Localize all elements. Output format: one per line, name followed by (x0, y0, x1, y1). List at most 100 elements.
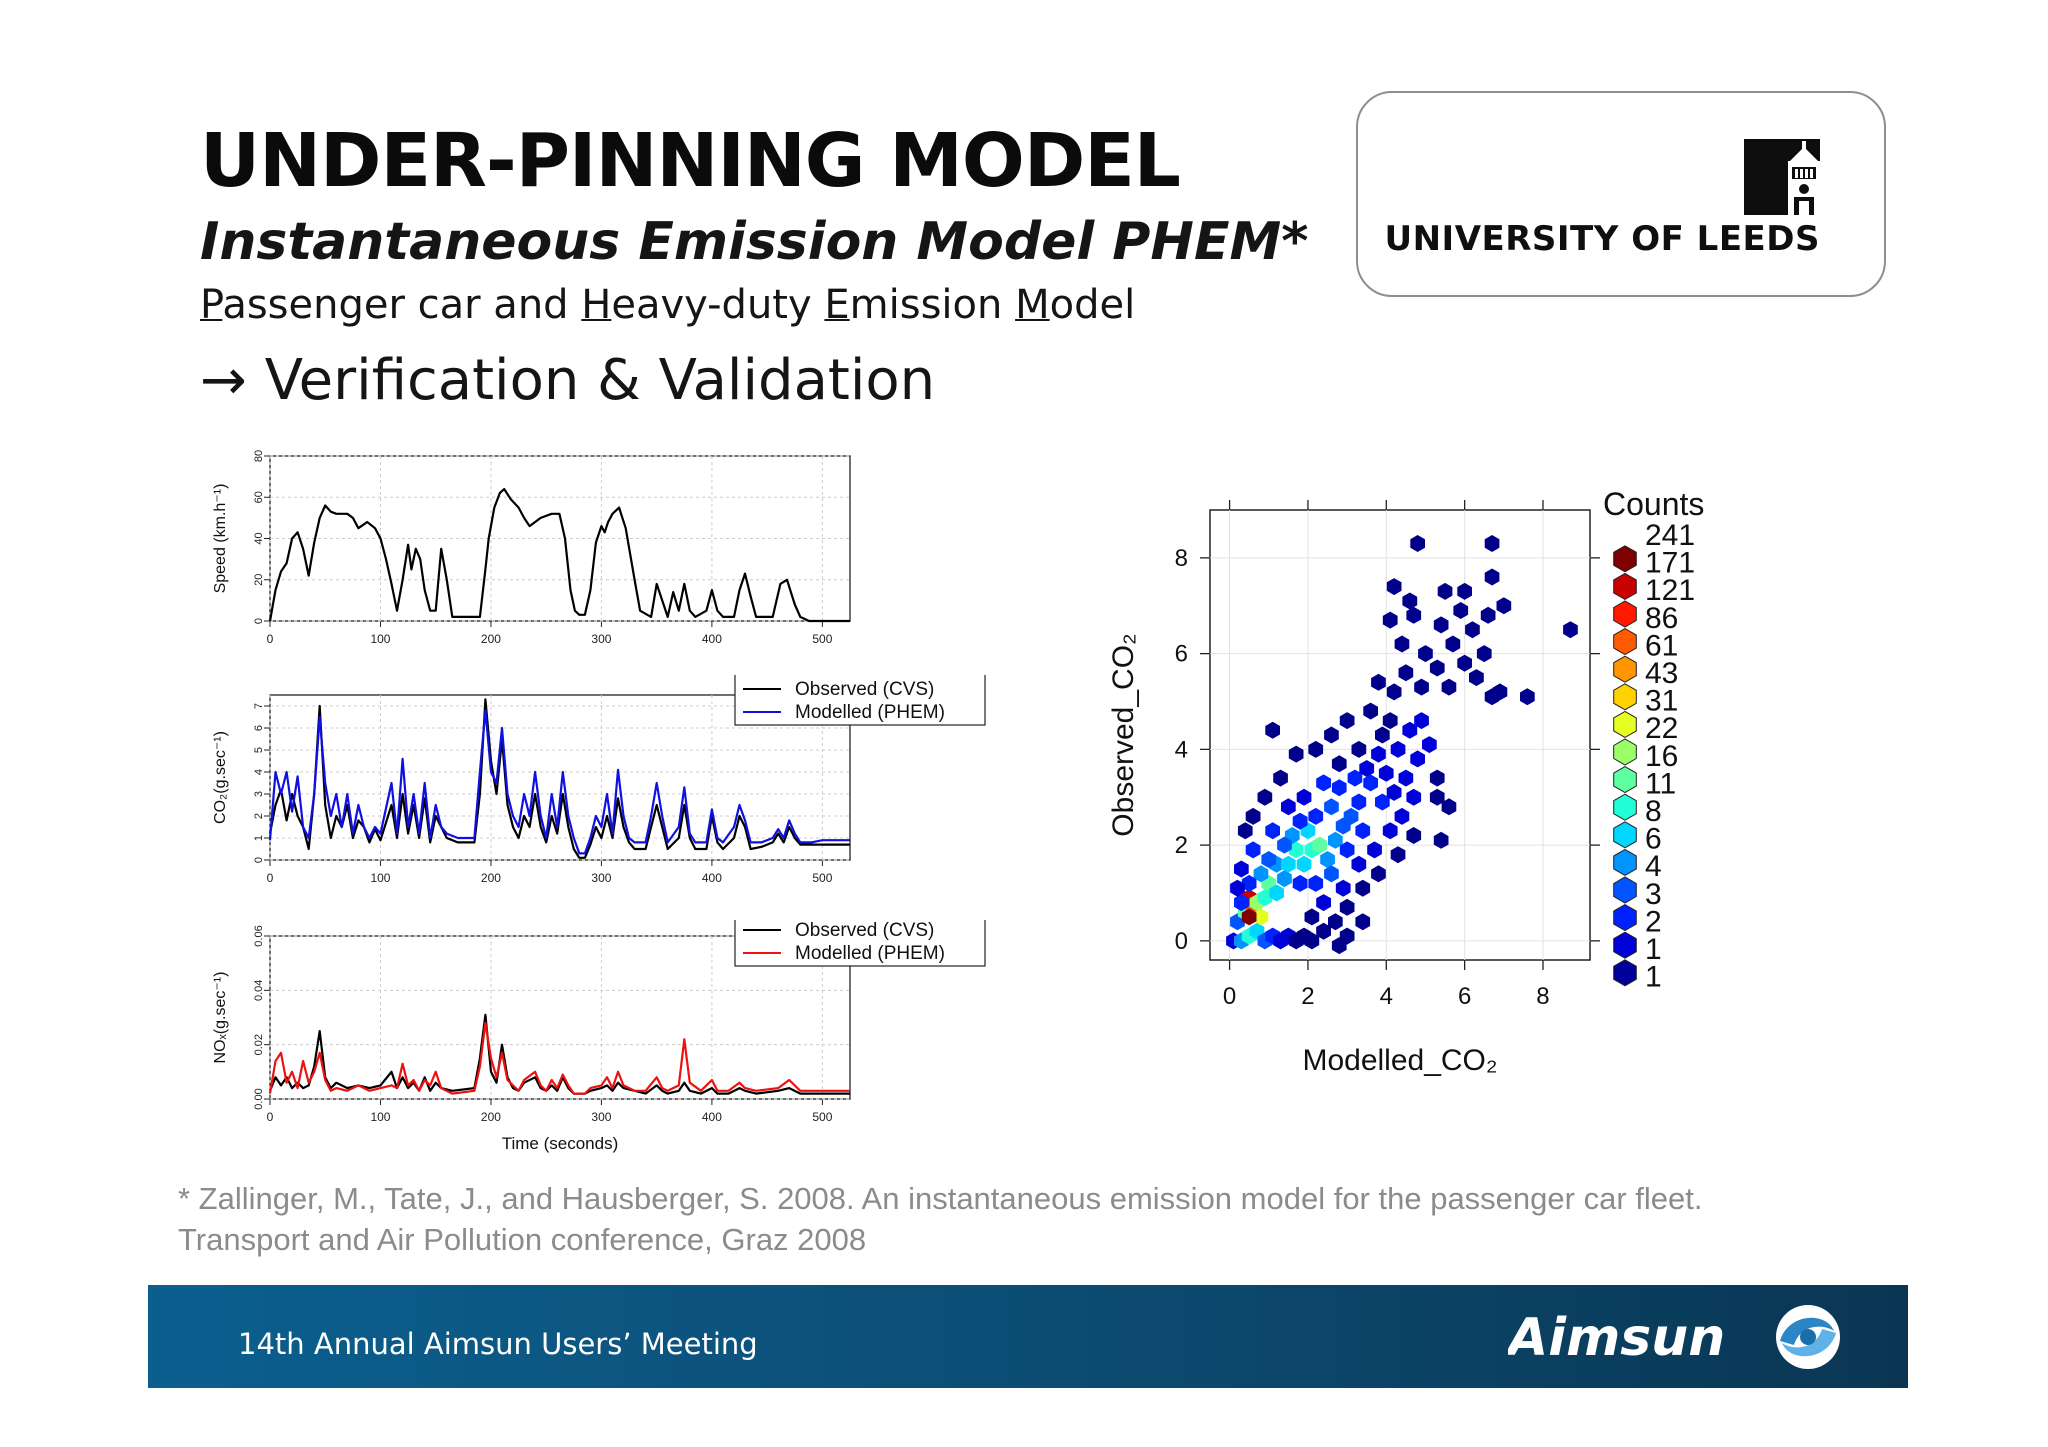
legend-swatch (1613, 821, 1637, 849)
y-tick-label: 8 (1175, 545, 1188, 572)
hexbin-cell (1331, 779, 1347, 797)
hexbin-cell (1437, 582, 1453, 600)
legend-entry: Modelled (PHEM) (795, 702, 945, 723)
hexbin-cell (1375, 793, 1390, 811)
hexbin-cell (1288, 841, 1304, 859)
y-axis-label: CO₂(g.sec⁻¹) (212, 731, 229, 824)
y-tick-label: 0 (253, 618, 265, 624)
hexbin-cell (1398, 664, 1414, 682)
hexbin-cell (1351, 793, 1367, 811)
hexbin-cell (1339, 927, 1355, 945)
legend-swatch (1613, 655, 1637, 683)
legend-entry: Modelled (PHEM) (795, 943, 945, 964)
hexbin-cell (1484, 568, 1500, 586)
hexbin-cell (1253, 865, 1269, 883)
hexbin-cell (1382, 822, 1398, 840)
y-tick-label: 20 (253, 574, 265, 586)
x-tick-label: 100 (370, 632, 390, 646)
legend-swatch (1613, 876, 1637, 904)
legend-label: 8 (1645, 795, 1662, 828)
hexbin-cell (1292, 812, 1308, 830)
y-tick-label: 0 (253, 857, 265, 863)
hexbin-cell (1433, 831, 1449, 849)
x-tick-label: 400 (702, 871, 722, 885)
footer-meeting-text: 14th Annual Aimsun Users’ Meeting (238, 1327, 758, 1361)
hexbin-cell (1257, 788, 1273, 806)
hexbin-cell (1371, 865, 1386, 883)
hexbin-cell (1441, 678, 1457, 696)
y-tick-label: 4 (253, 769, 265, 775)
hexbin-cell (1429, 659, 1445, 677)
legend-swatch (1613, 904, 1637, 932)
hexbin-cell (1292, 874, 1308, 892)
x-tick-label: 200 (481, 871, 501, 885)
co2-chart: 0 100 200 300 400 500 0 1 2 3 4 5 6 7 CO₂(g.sec⁻¹) Obse… (212, 675, 986, 885)
x-tick-label: 300 (591, 632, 611, 646)
y-tick-label: 2 (253, 813, 265, 819)
hexbin-cell (1386, 683, 1402, 701)
hexbin-cell (1269, 884, 1284, 902)
y-tick-label: 1 (253, 835, 265, 841)
x-tick-label: 0 (1223, 983, 1236, 1010)
hexbin-cell (1320, 851, 1335, 868)
hexbin-cell (1339, 898, 1355, 916)
hexbin-cell (1484, 535, 1500, 552)
hexbin-cell (1316, 774, 1331, 792)
y-tick-label: 0.04 (253, 980, 265, 1001)
hexbin-cell (1457, 582, 1472, 600)
hexbin-cell (1414, 678, 1429, 696)
hexbin-cell (1296, 788, 1312, 806)
y-tick-label: 6 (1175, 641, 1188, 668)
x-tick-label: 100 (370, 1110, 390, 1124)
hexbin-cell (1433, 616, 1449, 634)
hexbin-cell (1355, 913, 1371, 931)
hexbin-cell (1281, 855, 1296, 873)
hexbin-cell (1410, 750, 1425, 768)
y-tick-label: 7 (253, 703, 265, 709)
acronym-part: E (824, 282, 850, 328)
slide-subtitle: Instantaneous Emission Model PHEM* (200, 212, 1309, 272)
university-logo: UNIVERSITY OF LEEDS (1356, 91, 1886, 297)
x-tick-label: 6 (1458, 983, 1471, 1010)
legend-label: 31 (1645, 685, 1678, 718)
y-tick-label: 0.00 (253, 1088, 265, 1109)
nox-chart: 0 100 200 300 400 500 0.00 0.02 0.04 0.06 NOₓ(g.se… (212, 920, 986, 1153)
hexbin-cell (1469, 669, 1484, 687)
hexbin-cell (1245, 807, 1261, 825)
legend-label: 121 (1645, 574, 1695, 607)
hexbin-cell (1324, 798, 1339, 816)
hexbin-cell (1394, 807, 1410, 825)
hexbin-cell (1355, 822, 1371, 840)
legend-label: 86 (1645, 602, 1678, 635)
hexbin-cell (1288, 745, 1304, 763)
hexbin-cell (1230, 879, 1245, 897)
hexbin-cell (1324, 726, 1339, 744)
university-logo-text: UNIVERSITY OF LEEDS (1384, 219, 1820, 259)
hexbin-cell (1363, 774, 1378, 792)
legend-swatch (1613, 848, 1637, 876)
acronym-part: eavy-duty (611, 282, 825, 328)
legend-swatch (1613, 766, 1637, 794)
x-tick-label: 8 (1536, 983, 1549, 1010)
acronym-part: assenger car and (222, 282, 582, 328)
hexbin-cell (1457, 654, 1472, 672)
legend-title: Counts (1603, 490, 1704, 522)
x-tick-label: 400 (702, 1110, 722, 1124)
hexbin-cell (1441, 798, 1457, 816)
hexbin-cell (1414, 712, 1429, 730)
hexbin-cell (1476, 645, 1492, 663)
hexbin-cell (1386, 578, 1402, 596)
parkinson-tower-icon (1744, 139, 1820, 215)
legend-swatch (1613, 959, 1637, 987)
x-tick-label: 300 (591, 871, 611, 885)
hexbin-cell (1351, 740, 1367, 758)
x-tick-label: 100 (370, 871, 390, 885)
hexbin-cell (1304, 932, 1320, 950)
hexbin-cell (1429, 788, 1445, 806)
aimsun-logo: Aimsun (1508, 1305, 1840, 1369)
hexbin-cell (1335, 879, 1351, 897)
hexbin-cell (1273, 769, 1288, 787)
acronym-part: odel (1049, 282, 1136, 328)
hexbin-cell (1480, 606, 1496, 624)
hexbin-cell (1343, 807, 1359, 825)
